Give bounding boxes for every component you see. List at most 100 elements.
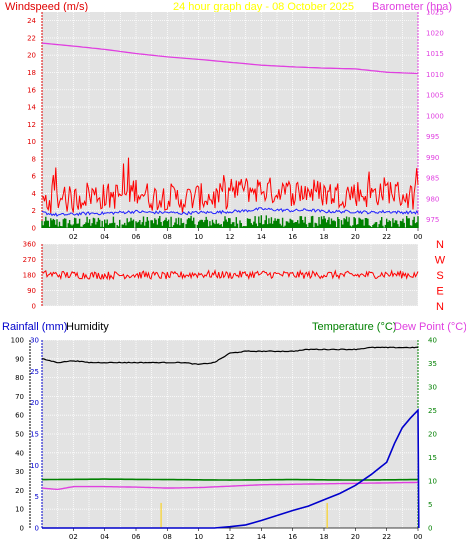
temperature-ytick-label: 15 (428, 454, 437, 462)
humidity-label: Humidity (66, 321, 109, 333)
humidity-ytick-label: 70 (15, 393, 24, 401)
wind-xtick-label: 06 (132, 233, 141, 241)
thr-xtick-label: 02 (69, 533, 78, 541)
humidity-ytick-label: 40 (15, 449, 24, 457)
wind-ytick-label: 2 (32, 207, 36, 215)
thr-xtick-label: 04 (100, 533, 109, 541)
humidity-ytick-label: 0 (20, 525, 24, 533)
barometer-series (41, 42, 419, 75)
humidity-ytick-label: 60 (15, 412, 24, 420)
wind-gust-series (41, 157, 419, 214)
rain-ytick-label: 15 (30, 431, 39, 439)
baro-ytick-label: 1025 (426, 9, 444, 17)
dir-ytick-label: 270 (23, 256, 36, 264)
temperature-ytick-label: 35 (428, 360, 437, 368)
rainfall-label: Rainfall (mm) (2, 321, 67, 333)
wind-ytick-label: 10 (27, 138, 36, 146)
wind-xtick-label: 20 (351, 233, 360, 241)
wind-ytick-label: 14 (27, 104, 36, 112)
wind-ytick-label: 20 (27, 52, 36, 60)
wind-ytick-label: 6 (32, 173, 37, 181)
thr-xtick-label: 14 (257, 533, 266, 541)
wind-xtick-label: 18 (320, 233, 329, 241)
wind-xtick-label: 00 (414, 233, 423, 241)
wind-xtick-label: 12 (226, 233, 235, 241)
compass-label: S (436, 270, 443, 282)
humidity-ytick-label: 30 (15, 468, 24, 476)
humidity-ytick-label: 20 (15, 487, 24, 495)
baro-ytick-label: 1005 (426, 92, 444, 100)
wind-xtick-label: 10 (194, 233, 203, 241)
dir-ytick-label: 90 (27, 287, 36, 295)
rain-ytick-label: 30 (30, 337, 39, 345)
thr-xtick-label: 12 (226, 533, 235, 541)
compass-label: E (436, 286, 443, 298)
baro-ytick-label: 1015 (426, 50, 444, 58)
dir-ytick-label: 360 (23, 241, 36, 249)
barometer-title: Barometer (hpa) (372, 1, 452, 13)
temperature-ytick-label: 10 (428, 478, 437, 486)
baro-ytick-label: 985 (426, 175, 439, 183)
wind-xtick-label: 04 (100, 233, 109, 241)
wind-xtick-label: 22 (382, 233, 391, 241)
chart-date-title: 24 hour graph day - 08 October 2025 (173, 1, 354, 13)
temperature-ytick-label: 20 (428, 431, 437, 439)
compass-label: W (435, 255, 446, 267)
thr-xtick-label: 08 (163, 533, 172, 541)
rain-ytick-label: 10 (30, 462, 39, 470)
thr-xtick-label: 22 (382, 533, 391, 541)
thr-xtick-label: 06 (132, 533, 141, 541)
temperature-series (42, 478, 418, 481)
rainfall-series (42, 408, 420, 529)
wind-ytick-label: 18 (27, 69, 36, 77)
humidity-ytick-label: 80 (15, 374, 24, 382)
wind-average-series (41, 207, 419, 217)
wind-ytick-label: 16 (27, 86, 36, 94)
wind-ytick-label: 24 (27, 17, 36, 25)
temperature-label: Temperature (°C) (312, 321, 396, 333)
thr-xtick-label: 20 (351, 533, 360, 541)
wind-ytick-label: 0 (32, 225, 36, 233)
baro-ytick-label: 980 (426, 195, 439, 203)
humidity-series (42, 346, 419, 366)
wind-ytick-label: 8 (32, 155, 36, 163)
rain-humidity-temperature-chart: 0102030405060708090100051015202530051015… (11, 337, 437, 542)
baro-ytick-label: 1020 (426, 29, 444, 37)
wind-ytick-label: 4 (32, 190, 37, 198)
compass-label: N (436, 239, 444, 251)
windspeed-title: Windspeed (m/s) (5, 1, 88, 13)
baro-ytick-label: 975 (426, 216, 439, 224)
rain-ytick-label: 0 (35, 525, 39, 533)
baro-ytick-label: 1010 (426, 71, 444, 79)
temperature-ytick-label: 0 (428, 525, 432, 533)
thr-xtick-label: 16 (288, 533, 297, 541)
thr-xtick-label: 00 (414, 533, 423, 541)
dewpoint-label: Dew Point (°C) (394, 321, 466, 333)
rain-ytick-label: 25 (30, 368, 39, 376)
wind-xtick-label: 16 (288, 233, 297, 241)
wind-ytick-label: 12 (27, 121, 36, 129)
dir-ytick-label: 180 (23, 272, 36, 280)
wind-ytick-label: 22 (27, 34, 36, 42)
temperature-ytick-label: 25 (428, 407, 437, 415)
wind-barometer-chart: 0246810121416182022249759809859909951000… (27, 9, 444, 242)
compass-label: N (436, 301, 444, 313)
wind-low-series (41, 215, 419, 228)
thr-xtick-label: 18 (320, 533, 329, 541)
humidity-ytick-label: 10 (15, 506, 24, 514)
humidity-ytick-label: 50 (15, 431, 24, 439)
rain-ytick-label: 5 (35, 493, 39, 501)
temperature-ytick-label: 30 (428, 384, 437, 392)
humidity-ytick-label: 100 (11, 337, 24, 345)
humidity-ytick-label: 90 (15, 355, 24, 363)
temperature-ytick-label: 40 (428, 337, 437, 345)
thr-xtick-label: 10 (194, 533, 203, 541)
wind-direction-series (41, 268, 419, 281)
rain-ytick-label: 20 (30, 399, 39, 407)
dir-ytick-label: 0 (32, 303, 36, 311)
baro-ytick-label: 1000 (426, 112, 444, 120)
dewpoint-series (41, 481, 418, 491)
